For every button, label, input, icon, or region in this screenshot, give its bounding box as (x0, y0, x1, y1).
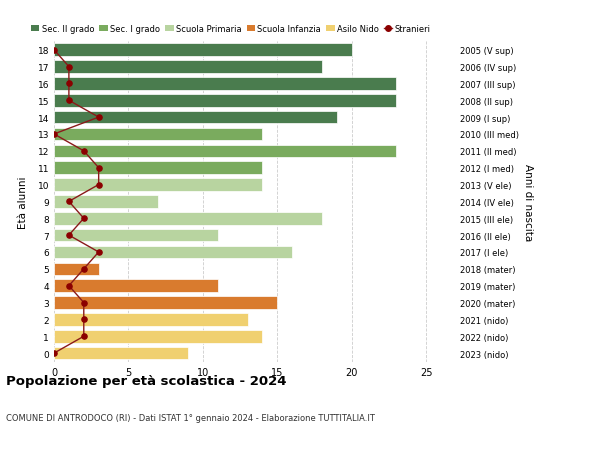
Bar (54, 263, 98, 275)
Bar (54, 162, 262, 174)
Point (94, 249, 103, 256)
Point (79, 266, 89, 273)
Point (64, 64, 74, 71)
Bar (54, 145, 397, 158)
Point (64, 80, 74, 88)
Bar (54, 280, 218, 292)
Point (49, 350, 59, 357)
Point (79, 148, 89, 155)
Point (79, 299, 89, 307)
Bar (54, 213, 322, 225)
Bar (54, 61, 322, 74)
Bar (54, 112, 337, 124)
Bar (54, 129, 262, 141)
Bar (54, 330, 262, 343)
Point (49, 131, 59, 138)
Text: COMUNE DI ANTRODOCO (RI) - Dati ISTAT 1° gennaio 2024 - Elaborazione TUTTITALIA.: COMUNE DI ANTRODOCO (RI) - Dati ISTAT 1°… (6, 413, 375, 422)
Bar (54, 313, 248, 326)
Legend: Sec. II grado, Sec. I grado, Scuola Primaria, Scuola Infanzia, Asilo Nido, Stran: Sec. II grado, Sec. I grado, Scuola Prim… (31, 25, 431, 34)
Bar (54, 179, 262, 191)
Point (94, 165, 103, 172)
Bar (54, 230, 218, 242)
Bar (54, 44, 352, 57)
Point (64, 282, 74, 290)
Point (79, 215, 89, 223)
Point (64, 232, 74, 239)
Bar (54, 196, 158, 208)
Bar (54, 246, 292, 259)
Text: Popolazione per età scolastica - 2024: Popolazione per età scolastica - 2024 (6, 374, 287, 387)
Point (49, 47, 59, 54)
Y-axis label: Età alunni: Età alunni (18, 176, 28, 228)
Point (79, 333, 89, 340)
Bar (54, 347, 188, 360)
Point (64, 97, 74, 105)
Bar (54, 78, 397, 90)
Point (94, 114, 103, 122)
Bar (54, 95, 397, 107)
Point (79, 316, 89, 324)
Point (64, 198, 74, 206)
Point (94, 181, 103, 189)
Y-axis label: Anni di nascita: Anni di nascita (523, 163, 533, 241)
Bar (54, 297, 277, 309)
